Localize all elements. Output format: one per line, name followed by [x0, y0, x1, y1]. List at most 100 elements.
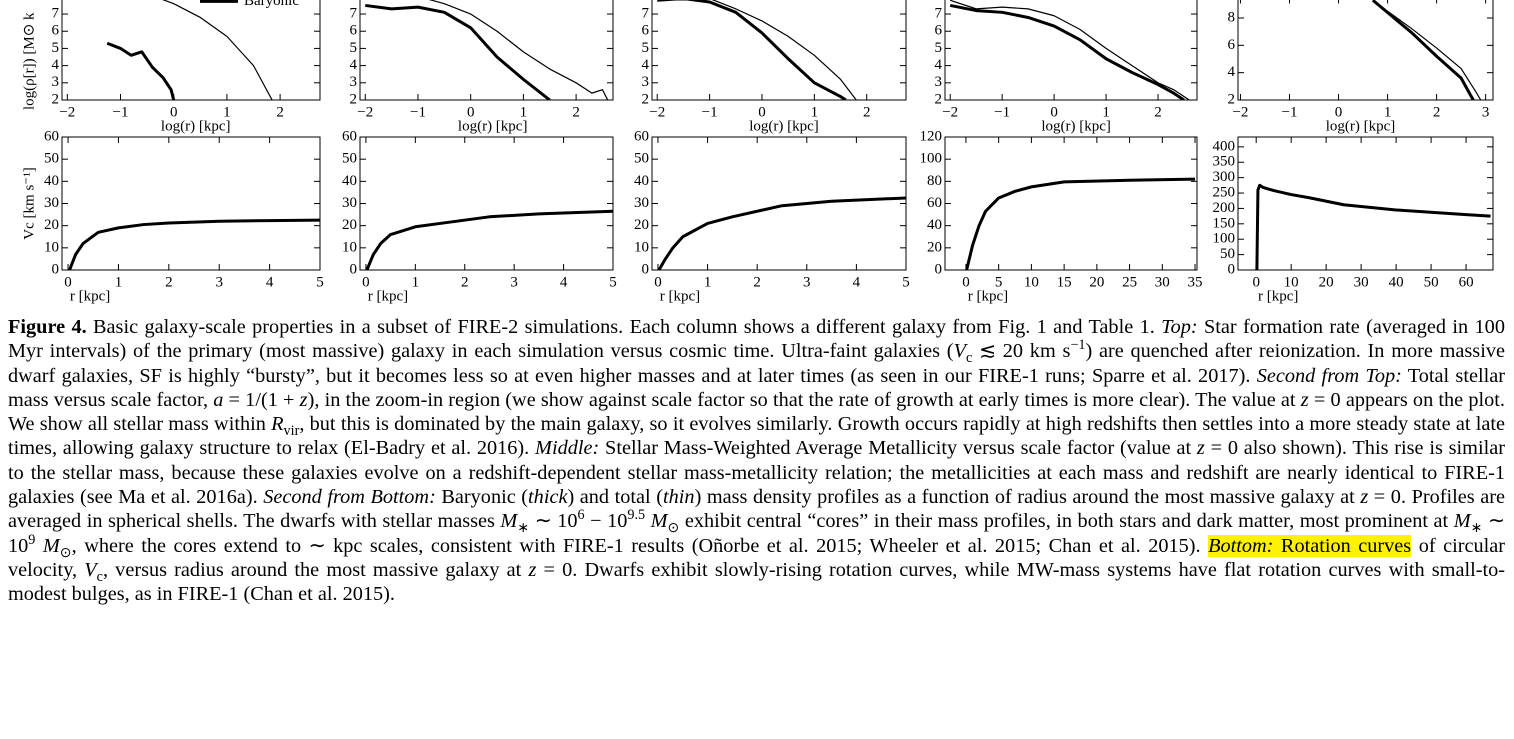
caption-run: M	[1453, 510, 1471, 533]
y-tick-label: 350	[1213, 154, 1236, 170]
caption-run: c	[96, 569, 103, 586]
x-tick-label: 1	[1384, 104, 1392, 120]
caption-run: Basic galaxy-scale properties in a subse…	[86, 316, 1162, 338]
caption-run: a	[213, 388, 224, 411]
y-tick-label: 60	[44, 128, 59, 144]
x-tick-label: 2	[1154, 104, 1162, 120]
caption-run: exhibit central “cores” in their mass pr…	[679, 510, 1454, 533]
y-tick-label: 20	[342, 217, 357, 233]
caption-run: = 0. Profiles are averaged in spherical …	[8, 486, 1505, 533]
y-tick-label: 200	[1213, 200, 1236, 216]
curve	[428, 0, 609, 100]
y-tick-label: 5	[52, 40, 60, 56]
curve	[106, 41, 176, 100]
x-tick-label: −2	[942, 104, 958, 120]
y-tick-label: 6	[350, 23, 358, 39]
caption-run: Rotation curves	[1273, 534, 1412, 557]
x-tick-label: 2	[572, 104, 580, 120]
y-tick-label: 10	[44, 239, 59, 255]
y-tick-label: 120	[920, 128, 943, 144]
x-axis-label: log(r) [kpc]	[1041, 118, 1111, 134]
caption-run: , versus radius around the most massive …	[102, 558, 529, 581]
y-tick-label: 60	[927, 195, 942, 211]
x-tick-label: 3	[803, 274, 811, 290]
x-tick-label: 1	[520, 104, 528, 120]
curve	[1372, 0, 1482, 100]
x-axis-label: r [kpc]	[660, 288, 700, 304]
x-tick-label: 2	[165, 274, 173, 290]
x-tick-label: 4	[266, 274, 274, 290]
y-tick-label: 5	[642, 40, 650, 56]
y-tick-label: 400	[1213, 138, 1236, 154]
caption-run: = 1/(1 +	[223, 388, 300, 411]
caption-run: Second from Bottom:	[263, 486, 436, 509]
x-tick-label: 2	[276, 104, 284, 120]
y-tick-label: 40	[927, 217, 942, 233]
y-tick-label: 7	[935, 5, 943, 21]
plot-frame	[1237, 0, 1494, 101]
y-tick-label: 20	[44, 217, 59, 233]
y-tick-label: 40	[634, 173, 649, 189]
y-tick-label: 80	[927, 173, 942, 189]
y-tick-label: 50	[634, 151, 649, 167]
caption-run: Top:	[1161, 316, 1198, 338]
y-tick-label: 150	[1213, 215, 1236, 231]
x-tick-label: −2	[1232, 104, 1248, 120]
y-tick-label: 10	[342, 239, 357, 255]
y-tick-label: 0	[350, 261, 358, 277]
caption-run: Figure 4.	[8, 316, 87, 338]
y-tick-label: 30	[634, 195, 649, 211]
curve	[162, 0, 273, 100]
x-tick-label: −1	[410, 104, 426, 120]
y-tick-label: 0	[935, 261, 943, 277]
x-tick-label: 1	[412, 274, 420, 290]
y-tick-label: 40	[342, 173, 357, 189]
x-tick-label: 0	[170, 104, 178, 120]
caption-run: M	[500, 510, 518, 533]
x-tick-label: 0	[362, 274, 370, 290]
x-tick-label: 5	[609, 274, 617, 290]
caption-run: = 0 also shown). This rise is similar to…	[8, 437, 1505, 509]
caption-run: of circular velocity,	[8, 534, 1505, 581]
caption-run: Stellar Mass-Weighted Average Metallicit…	[599, 437, 1197, 460]
x-tick-label: 1	[811, 104, 819, 120]
caption-run: V	[953, 340, 966, 363]
plot-frame	[359, 0, 614, 101]
caption-run: ∗	[517, 520, 530, 537]
caption-run: Middle:	[535, 437, 600, 460]
x-tick-label: 30	[1354, 274, 1369, 290]
caption-run: M	[35, 534, 60, 557]
caption-run: V	[84, 558, 97, 581]
y-tick-label: 100	[1213, 231, 1236, 247]
caption-run: − 10	[584, 510, 628, 533]
x-tick-label: 1	[1102, 104, 1110, 120]
caption-run: R	[271, 413, 284, 436]
y-tick-label: 2	[642, 91, 650, 107]
x-tick-label: 0	[1252, 274, 1260, 290]
y-tick-label: 5	[935, 40, 943, 56]
curve	[657, 0, 847, 100]
x-tick-label: 2	[863, 104, 871, 120]
caption-run: Baryonic (	[435, 486, 529, 509]
y-axis-label: log(ρ[r]) [M⊙ k	[21, 12, 37, 110]
caption-run: thick	[528, 486, 568, 509]
y-tick-label: 4	[642, 57, 650, 73]
caption-run: ) mass density profiles as a function of…	[694, 486, 1361, 509]
x-axis-label: log(r) [kpc]	[1326, 118, 1396, 134]
caption-run: c	[965, 350, 973, 367]
y-tick-label: 60	[342, 128, 357, 144]
x-tick-label: 10	[1024, 274, 1039, 290]
x-tick-label: 0	[758, 104, 766, 120]
x-tick-label: 5	[995, 274, 1003, 290]
x-tick-label: −1	[702, 104, 718, 120]
y-tick-label: 30	[342, 195, 357, 211]
x-axis-label: r [kpc]	[70, 288, 110, 304]
x-tick-label: 2	[753, 274, 761, 290]
x-axis-label: log(r) [kpc]	[161, 118, 231, 134]
y-tick-label: 250	[1213, 184, 1236, 200]
caption-run: Bottom:	[1208, 534, 1274, 557]
x-tick-label: 4	[853, 274, 861, 290]
x-tick-label: 30	[1155, 274, 1170, 290]
